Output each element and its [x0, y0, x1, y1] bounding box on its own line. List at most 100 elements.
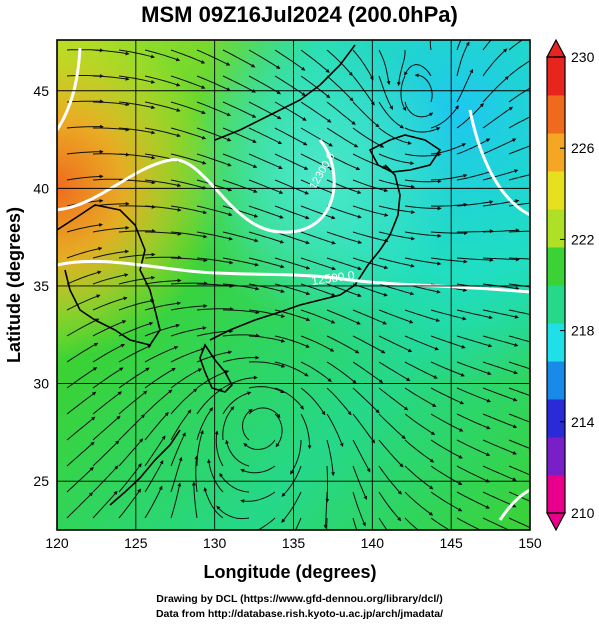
streamline-arrow: [170, 179, 207, 190]
streamline-arrow: [248, 101, 282, 120]
streamline-arrow: [274, 49, 306, 71]
streamline-arrow: [66, 222, 103, 233]
streamline-arrow: [456, 439, 491, 456]
streamline-arrow: [378, 413, 406, 440]
streamline-arrow: [196, 75, 231, 91]
streamline-arrow: [352, 491, 366, 527]
streamline-arrow: [378, 465, 402, 495]
streamline-arrow: [456, 257, 494, 263]
streamline-arrow: [248, 179, 284, 194]
colorbar-band: [547, 323, 565, 362]
streamline-arrow: [404, 439, 435, 463]
streamline-arrow: [378, 101, 405, 129]
streamline-arrow: [300, 127, 333, 147]
streamline-arrow: [300, 309, 336, 324]
x-tick-label: 130: [203, 535, 227, 551]
streamline-arrow: [326, 361, 357, 384]
streamline-arrow: [482, 465, 517, 481]
streamline-arrow: [118, 101, 156, 110]
streamline-arrow: [274, 257, 311, 270]
streamline-arrow: [144, 459, 164, 493]
streamline-arrow: [404, 465, 434, 490]
streamline-arrow: [508, 335, 530, 343]
streamline-arrow: [430, 335, 466, 349]
streamline-arrow: [326, 205, 362, 219]
streamline-arrow: [66, 391, 97, 415]
streamline-arrow: [144, 485, 163, 519]
streamline-arrow: [295, 517, 302, 530]
streamline-arrow: [482, 40, 492, 51]
y-axis-title: Latitude (degrees): [4, 207, 24, 363]
streamline-arrow: [170, 281, 208, 286]
streamline-arrow: [378, 361, 411, 382]
x-axis-title: Longitude (degrees): [203, 562, 376, 582]
streamline-arrow: [222, 127, 257, 143]
streamline-arrow: [326, 387, 352, 416]
streamline-arrow: [66, 294, 101, 311]
streamline-arrow: [430, 439, 463, 459]
streamline-arrow: [404, 127, 441, 133]
streamline-arrow: [196, 350, 233, 363]
streamline-arrow: [118, 367, 150, 389]
streamline-arrow: [144, 179, 182, 188]
streamline-arrow: [300, 153, 335, 171]
streamline-arrow: [508, 40, 524, 51]
streamline-arrow: [66, 99, 104, 104]
streamline-arrow: [196, 127, 232, 142]
streamline-arrow: [430, 231, 468, 236]
streamline-arrow: [508, 465, 530, 476]
streamline-arrow: [482, 413, 518, 429]
streamline-arrow: [404, 205, 442, 211]
streamline-arrow: [378, 153, 415, 166]
streamline-arrow: [92, 367, 124, 389]
contour-label-12500: 12500.0: [310, 268, 355, 288]
streamline-arrow: [352, 335, 386, 354]
streamline-arrow: [378, 257, 415, 268]
streamline-arrow: [352, 387, 380, 414]
streamline-arrow: [326, 49, 353, 77]
y-tick-label: 25: [33, 473, 49, 489]
streamline-arrow: [92, 249, 130, 259]
streamline-arrow: [240, 465, 276, 474]
streamline-arrow: [508, 309, 530, 316]
streamline-arrow: [240, 491, 276, 504]
streamline-arrow: [404, 63, 432, 77]
streamline-arrow: [92, 465, 119, 493]
y-axis-ticks: 25 30 35 40 45: [33, 83, 49, 489]
streamline-arrow: [430, 517, 451, 530]
streamline-arrow: [118, 49, 155, 59]
streamline-arrow: [482, 309, 519, 319]
streamline-arrow: [248, 127, 283, 145]
streamline-arrow: [326, 413, 344, 448]
streamline-arrow: [404, 101, 434, 118]
streamline-arrow: [300, 75, 331, 99]
streamline-arrow: [66, 441, 95, 467]
streamline-arrow: [378, 517, 388, 530]
streamline-arrow: [352, 101, 380, 128]
streamline-arrow: [93, 127, 130, 132]
streamline-arrow: [482, 106, 514, 129]
x-tick-label: 125: [124, 535, 148, 551]
streamline-arrow: [300, 231, 336, 245]
y-tick-label: 40: [33, 180, 49, 196]
streamline-arrow: [456, 41, 470, 77]
streamline-arrow: [508, 230, 530, 233]
streamline-arrow: [508, 439, 530, 450]
streamline-arrow: [482, 228, 520, 233]
colorbar-band: [547, 133, 565, 172]
streamline-arrow: [508, 60, 530, 77]
streamline-arrow: [404, 361, 438, 379]
streamline-arrow: [378, 231, 416, 241]
streamline-arrow: [378, 127, 412, 145]
streamline-arrow: [170, 127, 207, 140]
streamline-arrow: [456, 68, 474, 103]
streamline-arrow: [508, 116, 530, 129]
streamline-arrow: [144, 101, 181, 112]
streamline-arrow: [274, 101, 307, 121]
colorbar-tick-label: 210: [571, 505, 595, 521]
streamline-arrow: [196, 101, 232, 117]
streamline-arrow: [378, 75, 394, 110]
contour-line-12300: [57, 139, 336, 234]
streamline-arrow: [196, 407, 213, 441]
streamline-arrow: [248, 283, 285, 294]
